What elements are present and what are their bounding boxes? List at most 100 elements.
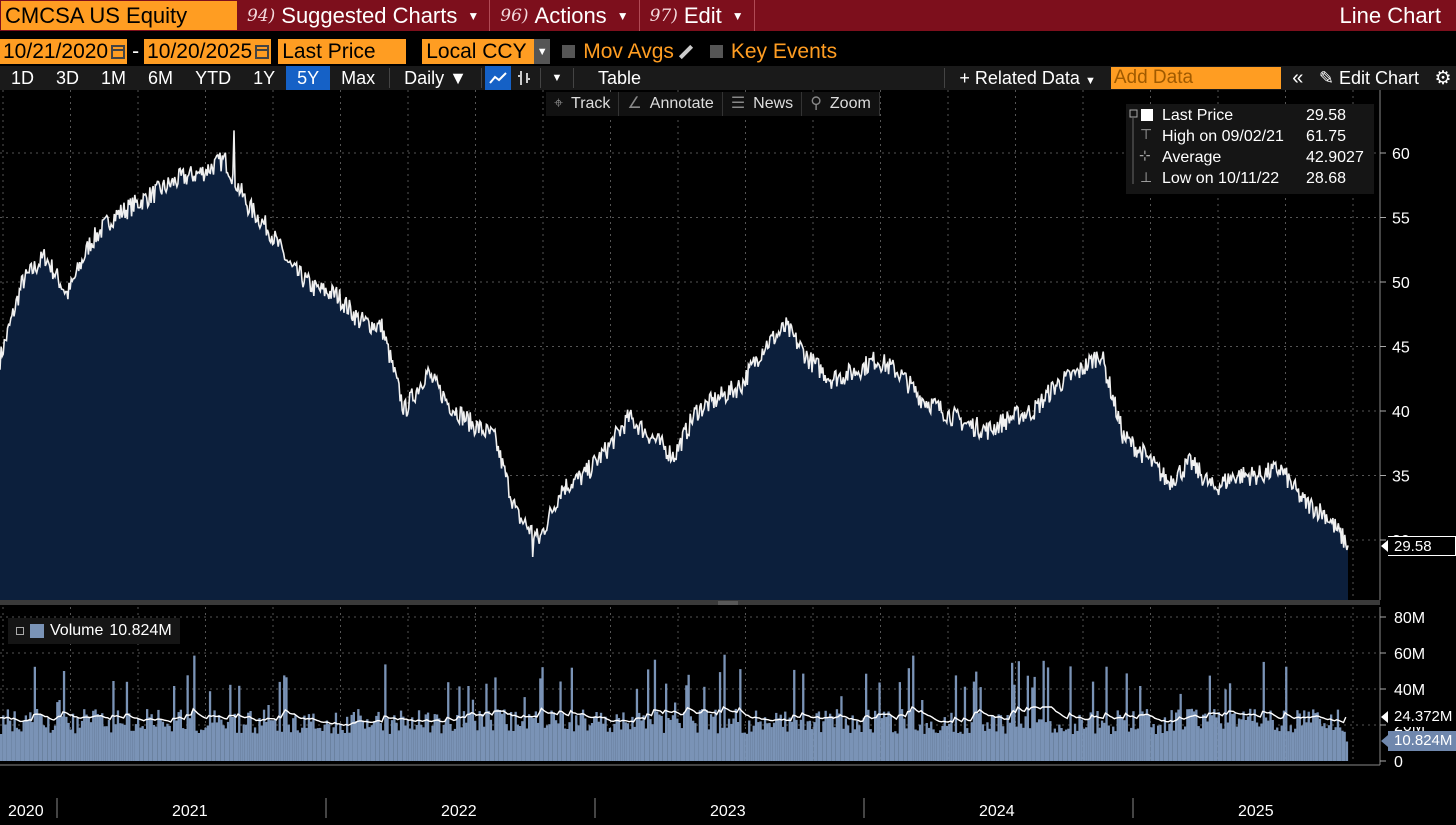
volume-bar <box>757 722 760 761</box>
suggested-charts-menu[interactable]: 94) Suggested Charts ▼ <box>237 0 491 31</box>
period-max[interactable]: Max <box>341 68 376 88</box>
volume-bar <box>1163 717 1167 761</box>
volume-bar <box>375 715 378 761</box>
volume-bar <box>820 732 823 761</box>
volume-bar <box>294 715 297 761</box>
volume-bar <box>274 719 277 761</box>
volume-bar <box>784 711 787 761</box>
volume-bar <box>442 724 445 761</box>
line-chart-icon[interactable] <box>484 66 511 90</box>
key-events-label[interactable]: Key Events <box>730 39 838 63</box>
volume-bar <box>1327 725 1331 761</box>
period-6m[interactable]: 6M <box>148 68 174 88</box>
field-selector[interactable]: Last Price <box>278 39 407 64</box>
volume-bar <box>469 712 472 761</box>
volume-bar <box>530 716 533 761</box>
x-tick-label: 2020 <box>8 803 44 820</box>
volume-bar <box>545 725 549 761</box>
volume-bar <box>56 702 59 761</box>
volume-bar <box>449 724 452 761</box>
period-1y[interactable]: 1Y <box>253 68 276 88</box>
end-date-field[interactable]: 10/20/2025 <box>144 39 272 64</box>
volume-bar <box>842 728 845 761</box>
period-1d[interactable]: 1D <box>11 68 35 88</box>
chevron-down-icon: ▼ <box>731 8 744 23</box>
calendar-icon[interactable] <box>255 44 270 59</box>
edit-menu[interactable]: 97) Edit ▼ <box>640 0 755 31</box>
annotate-tool[interactable]: ∠ Annotate <box>619 92 723 116</box>
volume-bar <box>1107 725 1110 761</box>
volume-label: Volume <box>50 622 104 639</box>
period-3d[interactable]: 3D <box>56 68 80 88</box>
related-data-button[interactable]: + Related Data ▼ <box>948 66 1107 90</box>
date-separator: - <box>132 39 140 63</box>
volume-bar <box>487 710 490 761</box>
add-data-input[interactable]: Add Data <box>1110 67 1281 89</box>
volume-bar <box>123 724 126 761</box>
mov-avgs-label[interactable]: Mov Avgs <box>583 39 674 63</box>
collapse-icon[interactable] <box>16 627 24 635</box>
volume-bar <box>885 716 888 761</box>
news-tool[interactable]: ☰ News <box>723 92 803 116</box>
volume-bar <box>40 714 43 761</box>
calendar-icon[interactable] <box>111 44 126 59</box>
volume-bar <box>990 715 994 761</box>
volume-bar <box>1291 732 1295 761</box>
ticker-input[interactable]: CMCSA US Equity <box>1 1 237 30</box>
track-tool[interactable]: ⌖ Track <box>546 92 620 116</box>
volume-bar <box>696 732 699 761</box>
volume-bar <box>1123 720 1126 761</box>
currency-selector[interactable]: Local CCY ▼ <box>422 39 551 64</box>
volume-bar <box>770 727 773 761</box>
zoom-tool[interactable]: ⚲ Zoom <box>802 92 880 116</box>
volume-bar <box>200 729 203 761</box>
table-button[interactable]: Table <box>597 68 642 88</box>
volume-bar <box>1089 712 1092 761</box>
gear-icon[interactable]: ⚙ <box>1434 67 1452 89</box>
volume-bar <box>999 715 1003 761</box>
period-ytd[interactable]: YTD <box>195 68 232 88</box>
edit-chart-button[interactable]: ✎ Edit Chart <box>1315 66 1430 90</box>
volume-bar <box>22 720 25 761</box>
vol-avg-marker <box>1381 711 1388 723</box>
period-1m[interactable]: 1M <box>101 68 127 88</box>
mov-avgs-checkbox[interactable] <box>562 45 576 58</box>
price-volume-chart[interactable]: 30354045505560 020M40M60M80M 20202021202… <box>0 90 1456 825</box>
volume-bar <box>1006 715 1009 761</box>
volume-bar <box>921 700 924 761</box>
volume-legend: Volume 10.824M <box>8 618 180 644</box>
pencil-icon[interactable] <box>678 44 693 59</box>
price-tick-label: 35 <box>1392 469 1410 486</box>
volume-bar <box>303 715 306 761</box>
volume-bar <box>1076 730 1079 761</box>
volume-bar <box>226 721 230 761</box>
volume-bar <box>1020 723 1023 761</box>
start-date-field[interactable]: 10/21/2020 <box>0 39 128 64</box>
volume-bar <box>343 733 346 761</box>
actions-menu[interactable]: 96) Actions ▼ <box>490 0 640 31</box>
volume-bar <box>568 722 571 761</box>
volume-bar <box>678 723 681 761</box>
x-tick-label: 2024 <box>979 803 1015 820</box>
volume-bar <box>550 710 553 761</box>
volume-bar <box>900 709 904 761</box>
volume-bar <box>590 723 594 761</box>
ohlc-chart-icon[interactable] <box>511 66 537 90</box>
volume-bar <box>779 714 782 761</box>
volume-bar <box>808 720 812 761</box>
volume-bar <box>42 725 45 761</box>
volume-bar <box>496 709 499 761</box>
collapse-icon[interactable]: « <box>1292 66 1304 89</box>
volume-bar <box>1253 709 1256 761</box>
volume-bar <box>1197 726 1200 761</box>
volume-bar <box>121 723 124 761</box>
volume-bar <box>476 730 479 761</box>
volume-bar <box>972 681 976 761</box>
volume-bar <box>208 691 212 761</box>
volume-bar <box>887 711 890 761</box>
chevron-down-icon[interactable]: ▼ <box>551 72 563 84</box>
frequency-dropdown[interactable]: Daily ▼ <box>404 68 467 88</box>
period-5y[interactable]: 5Y <box>286 66 331 90</box>
key-events-checkbox[interactable] <box>709 45 723 58</box>
volume-bar <box>339 724 342 761</box>
